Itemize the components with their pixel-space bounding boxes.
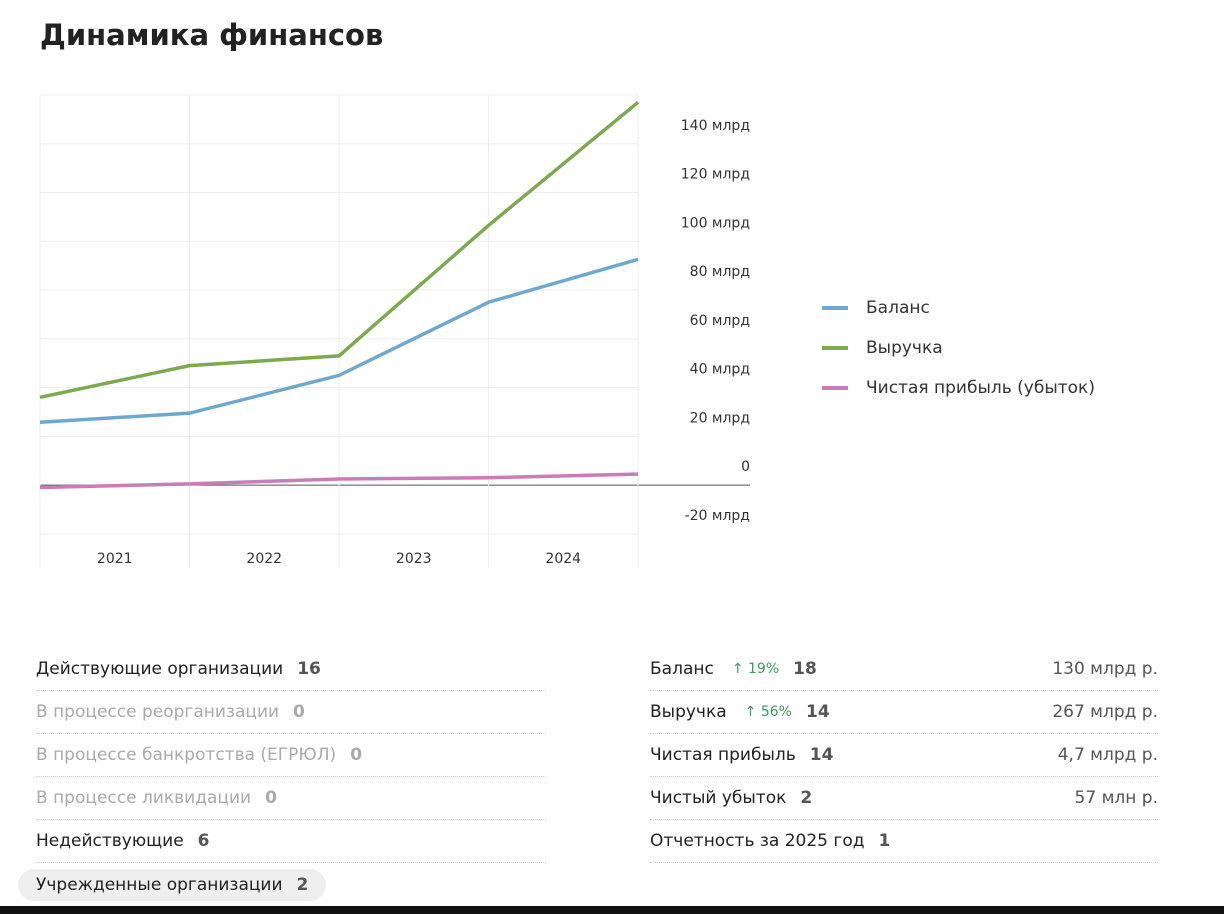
finance-row: Чистая прибыль 14 4,7 млрд р. <box>650 734 1158 777</box>
arrow-icon: ↑ <box>744 704 761 720</box>
page-title: Динамика финансов <box>40 18 384 52</box>
series-line <box>39 472 639 490</box>
org-count: 2 <box>296 874 309 895</box>
change-value: 56% <box>760 704 792 720</box>
org-count: 0 <box>265 788 277 808</box>
org-label: В процессе банкротства (ЕГРЮЛ) <box>36 745 337 765</box>
finance-count: 14 <box>809 745 834 765</box>
y-tick-label: 120 млрд <box>681 167 750 183</box>
legend-label: Выручка <box>866 338 943 358</box>
org-row: Действующие организации 16 <box>36 648 546 691</box>
finance-amount: 130 млрд р. <box>1052 659 1158 679</box>
org-row: В процессе реорганизации 0 <box>36 691 546 734</box>
series-line <box>39 100 640 400</box>
x-tick-label: 2023 <box>396 551 432 567</box>
org-count: 0 <box>350 745 363 765</box>
y-tick-label: 20 млрд <box>690 410 750 426</box>
org-label: В процессе ликвидации <box>36 788 252 808</box>
org-count: 0 <box>293 702 305 722</box>
bottom-bar <box>0 906 1224 914</box>
series-line <box>39 257 639 424</box>
x-tick-label: 2021 <box>97 551 133 567</box>
y-tick-label: -20 млрд <box>685 508 750 524</box>
pill: Учрежденные организации 2 <box>18 868 327 901</box>
legend-label: Баланс <box>866 298 930 318</box>
org-row: В процессе банкротства (ЕГРЮЛ) 0 <box>36 734 546 777</box>
org-count: 16 <box>297 659 321 679</box>
finance-row: Чистый убыток 2 57 млн р. <box>650 777 1158 820</box>
org-label: В процессе реорганизации <box>36 702 280 722</box>
finance-row: Отчетность за 2025 год 1 <box>650 820 1158 863</box>
finance-label: Чистая прибыль <box>650 745 796 765</box>
change-value: 19% <box>748 661 780 677</box>
finance-count: 14 <box>805 702 830 722</box>
org-count: 6 <box>197 831 210 851</box>
change: ↑ 56% <box>745 704 792 720</box>
finance-amount: 4,7 млрд р. <box>1057 745 1158 765</box>
finance-row: Выручка ↑ 56% 14 267 млрд р. <box>650 691 1158 734</box>
chart: -20 млрд 0 20 млрд 40 млрд 60 млрд 80 млрд 100… <box>39 94 1095 568</box>
org-label: Учрежденные организации <box>36 874 283 895</box>
org-row: В процессе ликвидации 0 <box>36 777 546 820</box>
y-tick-label: 40 млрд <box>690 362 750 378</box>
y-tick-label: 140 млрд <box>681 118 750 134</box>
legend-label: Чистая прибыль (убыток) <box>866 378 1095 398</box>
org-label: Недействующие <box>36 831 184 851</box>
finance-count: 2 <box>800 788 813 808</box>
org-label: Действующие организации <box>36 659 284 679</box>
finance-amount: 267 млрд р. <box>1052 702 1158 722</box>
finance-amount: 57 млн р. <box>1074 788 1158 808</box>
y-tick-label: 100 млрд <box>681 215 750 231</box>
finance-count: 1 <box>878 831 891 851</box>
x-tick-label: 2022 <box>246 551 282 567</box>
finance-label: Чистый убыток <box>650 788 787 808</box>
org-row: Недействующие 6 <box>36 820 546 863</box>
x-tick-label: 2024 <box>545 551 581 567</box>
y-tick-label: 80 млрд <box>690 264 750 280</box>
change: ↑ 19% <box>732 661 779 677</box>
y-tick-label: 60 млрд <box>690 313 750 329</box>
finance-row: Баланс ↑ 19% 18 130 млрд р. <box>650 648 1158 691</box>
arrow-icon: ↑ <box>731 661 749 677</box>
org-row: Учрежденные организации 2 <box>18 863 546 906</box>
finance-label: Баланс <box>650 659 714 679</box>
finance-label: Выручка <box>650 702 727 722</box>
y-tick-label: 0 <box>741 459 750 475</box>
finance-count: 18 <box>793 659 817 679</box>
finance-label: Отчетность за 2025 год <box>650 831 865 851</box>
